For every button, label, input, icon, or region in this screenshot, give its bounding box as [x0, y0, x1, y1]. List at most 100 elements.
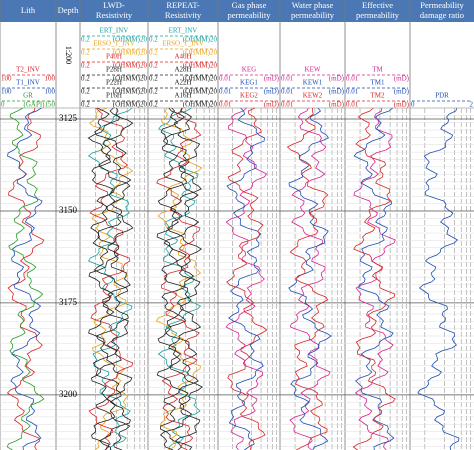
- curve-left: 0.2: [149, 75, 158, 83]
- depth-label: 3200: [59, 389, 78, 399]
- curve-right: (mD): [329, 88, 345, 96]
- curve-trace: [353, 107, 395, 450]
- curve-right: (OHMM)20: [113, 101, 148, 109]
- curve-left: 0.2: [81, 36, 90, 44]
- curve-left: 100: [1, 75, 12, 83]
- curve-name: P40H: [106, 53, 122, 61]
- curve-name: PDR: [435, 92, 449, 100]
- curve-trace: [6, 107, 45, 450]
- depth-label: 3125: [59, 113, 78, 123]
- depth-scale: 1:200: [64, 46, 73, 64]
- curve-left: 0.2: [81, 62, 90, 70]
- depth-label: 3175: [59, 297, 78, 307]
- curve-right: (OHMM)20: [113, 49, 148, 57]
- curve-name: ERSO_T_INV: [93, 40, 135, 48]
- track-title: Lith: [21, 5, 36, 15]
- curve-name: TM1: [371, 79, 386, 87]
- curve-left: 0.2: [81, 88, 90, 96]
- curve-trace: [286, 107, 329, 450]
- curve-right: (mD): [329, 75, 345, 83]
- curve-name: KEG: [242, 66, 256, 74]
- curve-name: P16H: [106, 92, 122, 100]
- curve-left: 0.01: [346, 88, 359, 96]
- curve-name: KEW1: [303, 79, 323, 87]
- curve-right: (mD): [394, 101, 410, 109]
- curve-right: (OHMM)20: [113, 36, 148, 44]
- track-title: LWD-Resistivity: [96, 0, 133, 20]
- curve-left: 0.01: [219, 101, 232, 109]
- track-title-line: REPEAT-: [166, 0, 199, 10]
- track-title-line: LWD-: [103, 0, 125, 10]
- curve-trace: [88, 107, 134, 450]
- curve-trace: [156, 107, 202, 450]
- curve-trace: [88, 107, 133, 450]
- curve-right: (mD): [264, 75, 280, 83]
- curve-trace: [156, 107, 203, 450]
- curve-right: (OHMM)20: [183, 101, 218, 109]
- curve-name: T2_INV: [16, 66, 40, 74]
- track-title: Gas phase permeability: [228, 0, 272, 20]
- curve-right: (mD): [264, 88, 280, 96]
- track-title: Water phase permeability: [291, 0, 335, 20]
- curve-name: TM: [372, 66, 383, 74]
- curve-trace: [352, 107, 396, 450]
- curve-right: (mD): [394, 75, 410, 83]
- curve-right: (mD): [329, 101, 345, 109]
- curve-left: 100: [1, 88, 12, 96]
- curve-left: 0.01: [281, 88, 294, 96]
- curve-name: T1_INV: [16, 79, 40, 87]
- curve-left: 0.2: [81, 75, 90, 83]
- track-title: REPEAT-Resistivity: [165, 0, 202, 20]
- curve-trace: [417, 107, 460, 450]
- curve-right: (mD): [264, 101, 280, 109]
- track-title-line: permeability: [228, 10, 272, 20]
- track-title-line: Permeability: [420, 0, 464, 10]
- track-title-line: damage ratio: [420, 10, 464, 20]
- track-title-line: Gas phase: [232, 0, 267, 10]
- track-title: Effective permeability: [356, 0, 400, 20]
- curve-left: 0.01: [219, 75, 232, 83]
- curve-right: (OHMM)20: [183, 88, 218, 96]
- curve-right: (mD): [394, 88, 410, 96]
- curve-trace: [157, 107, 203, 450]
- curve-name: ERT_INV: [100, 27, 129, 35]
- curve-name: KEW: [305, 66, 321, 74]
- curve-left: 0.2: [149, 62, 158, 70]
- track-title-line: Lith: [21, 5, 36, 15]
- curve-trace: [88, 107, 134, 450]
- curve-name: TM2: [371, 92, 386, 100]
- track-title-line: Resistivity: [96, 10, 133, 20]
- curve-right: (OHMM)20: [183, 62, 218, 70]
- track-title-line: Water phase: [292, 0, 334, 10]
- curve-left: 0.01: [281, 75, 294, 83]
- curve-name: ERT_INV: [169, 27, 198, 35]
- curve-right: (OHMM)20: [113, 88, 148, 96]
- curve-left: 0.2: [81, 49, 90, 57]
- depth-label: 3150: [59, 205, 78, 215]
- curve-name: A40H: [174, 53, 191, 61]
- curve-left: 0.01: [219, 88, 232, 96]
- curve-left: 0.2: [149, 49, 158, 57]
- curve-left: 0.01: [346, 101, 359, 109]
- curve-left: 0.2: [149, 88, 158, 96]
- curve-name: P28H: [106, 66, 122, 74]
- curve-left: 0.2: [149, 101, 158, 109]
- curve-right: 100: [45, 88, 56, 96]
- curve-left: 0: [411, 101, 415, 109]
- curve-left: 0: [1, 101, 5, 109]
- track-title-line: permeability: [291, 10, 335, 20]
- curve-trace: [156, 107, 202, 450]
- curve-trace: [89, 107, 134, 450]
- curve-right: 100: [45, 75, 56, 83]
- curve-trace: [226, 107, 265, 450]
- curve-name: ERSO_T_INV: [162, 40, 204, 48]
- header-band: [0, 0, 474, 22]
- curve-trace: [226, 107, 268, 450]
- curve-trace: [225, 107, 268, 450]
- track-title-line: Effective: [362, 0, 393, 10]
- curve-right: (OHMM)20: [113, 62, 148, 70]
- curve-trace: [87, 107, 132, 450]
- track-title-line: permeability: [356, 10, 400, 20]
- curve-name: P22H: [106, 79, 122, 87]
